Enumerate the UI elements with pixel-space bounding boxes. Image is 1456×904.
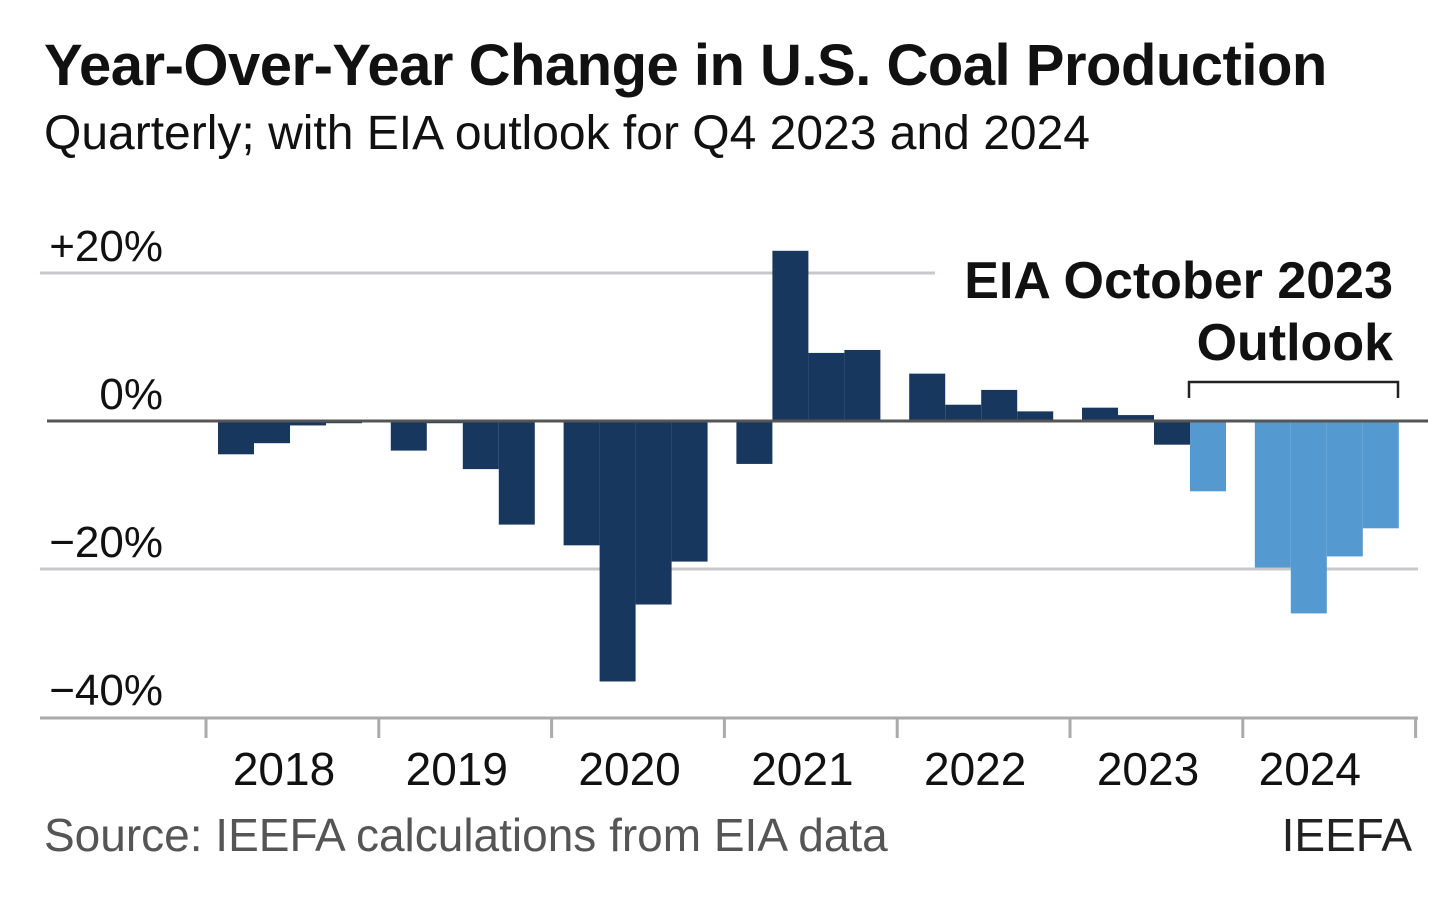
bar-2024-q4: [1362, 421, 1399, 529]
bar-2023-q2: [1118, 415, 1154, 421]
x-tick-label: 2024: [1259, 743, 1361, 795]
bar-2020-q3: [635, 421, 672, 605]
bar-2019-q4: [498, 421, 535, 525]
outlook-bracket: [1187, 380, 1400, 398]
annotation-line-1: EIA October 2023: [964, 252, 1393, 310]
source-note: Source: IEEFA calculations from EIA data: [44, 809, 888, 861]
y-tick-label: +20%: [49, 222, 163, 271]
brand-logo-text: IEEFA: [1281, 809, 1412, 861]
bar-2023-q3: [1154, 421, 1190, 445]
bar-2020-q1: [563, 421, 600, 546]
bar-2022-q2: [945, 404, 982, 421]
bar-2018-q1: [218, 421, 254, 455]
annotation-line-2: Outlook: [1197, 314, 1394, 372]
bar-2020-q4: [671, 421, 708, 562]
bars: [218, 250, 1399, 682]
bar-2022-q1: [909, 373, 946, 421]
y-tick-label: 0%: [99, 370, 163, 419]
x-tick-label: 2018: [233, 743, 335, 795]
bar-2019-q3: [462, 421, 499, 470]
chart-subtitle: Quarterly; with EIA outlook for Q4 2023 …: [44, 107, 1090, 160]
bar-2019-q1: [390, 421, 427, 451]
bar-2021-q4: [844, 349, 881, 421]
bar-2021-q1: [736, 421, 773, 464]
bar-2024-q1: [1254, 421, 1291, 568]
axes: [40, 419, 1428, 738]
bar-2018-q2: [254, 421, 290, 444]
x-tick-label: 2023: [1097, 743, 1199, 795]
bar-2021-q2: [772, 250, 809, 421]
chart-title: Year-Over-Year Change in U.S. Coal Produ…: [44, 33, 1327, 98]
bar-2020-q2: [599, 421, 636, 682]
y-tick-label: −20%: [49, 518, 163, 567]
bar-2022-q3: [981, 389, 1018, 421]
bar-2023-q1: [1082, 407, 1118, 421]
x-tick-label: 2021: [751, 743, 853, 795]
bar-2018-q3: [290, 421, 326, 426]
bar-2022-q4: [1017, 411, 1054, 421]
axis-labels: +20% 0% −20% −40% 2018 2019 2020 2021 2022 2023 20…: [49, 222, 1361, 795]
bar-2024-q2: [1290, 421, 1327, 614]
x-tick-label: 2022: [924, 743, 1026, 795]
bar-2021-q3: [808, 352, 845, 421]
x-tick-label: 2019: [406, 743, 508, 795]
x-tick-label: 2020: [578, 743, 680, 795]
bar-2024-q3: [1326, 421, 1363, 557]
bar-2023-q4: [1190, 421, 1226, 492]
y-tick-label: −40%: [49, 666, 163, 715]
